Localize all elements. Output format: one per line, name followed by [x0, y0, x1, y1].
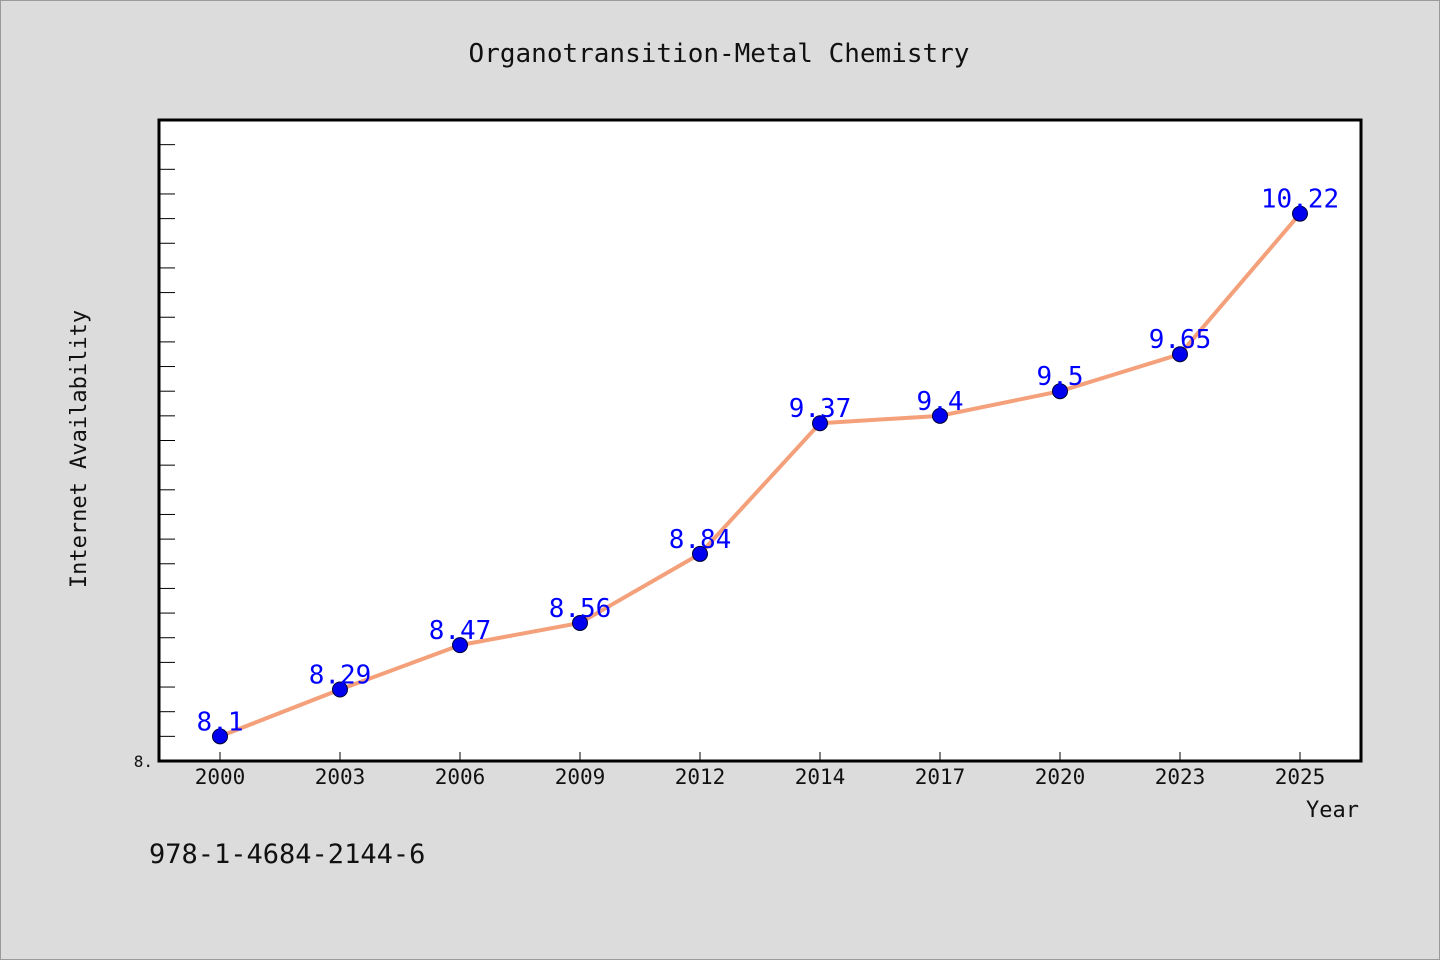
x-tick-label: 2003: [315, 765, 366, 789]
y-axis-ticks: [159, 144, 175, 737]
x-axis-ticks: [219, 752, 1301, 761]
x-axis-label: Year: [1306, 798, 1359, 823]
data-point: [1292, 205, 1308, 222]
data-point: [932, 407, 948, 424]
footer-isbn: 978-1-4684-2144-6: [149, 839, 425, 870]
data-label: 8.84: [669, 525, 732, 555]
data-point: [212, 728, 228, 745]
data-label: 9.37: [789, 394, 852, 424]
x-tick-label: 2025: [1275, 765, 1326, 789]
x-tick-label: 2009: [555, 765, 606, 789]
x-tick-label: 2000: [195, 765, 246, 789]
data-label: 10.22: [1261, 185, 1339, 215]
data-label: 8.56: [549, 594, 612, 624]
chart-title: Organotransition-Metal Chemistry: [469, 39, 970, 69]
data-point: [452, 637, 468, 654]
x-tick-labels: 2000 2003 2006 2009 2012 2014 2017 2020 2023 2025: [195, 765, 1326, 789]
data-point: [1052, 383, 1068, 400]
x-tick-label: 2012: [675, 765, 726, 789]
x-tick-label: 2014: [795, 765, 846, 789]
data-point: [332, 681, 348, 698]
plot-area: [157, 118, 1363, 763]
data-label: 9.65: [1149, 325, 1212, 355]
data-label: 8.29: [309, 661, 372, 691]
data-labels: 8.1 8.29 8.47 8.56 8.84 9.37 9.4 9.5 9.65 10.22: [197, 185, 1340, 738]
data-point: [812, 415, 828, 432]
data-label: 9.4: [917, 387, 964, 417]
x-tick-label: 2006: [435, 765, 486, 789]
series-markers: [212, 205, 1308, 745]
y-tick-label: 8.: [134, 752, 153, 771]
data-point: [1172, 346, 1188, 363]
x-tick-label: 2017: [915, 765, 966, 789]
y-axis-label: Internet Availability: [67, 310, 92, 588]
data-label: 8.47: [429, 616, 492, 646]
x-tick-label: 2023: [1155, 765, 1206, 789]
data-point: [572, 614, 588, 631]
x-tick-label: 2020: [1035, 765, 1086, 789]
data-point: [692, 545, 708, 562]
data-label: 9.5: [1037, 362, 1084, 392]
data-label: 8.1: [197, 707, 244, 737]
series-line: [219, 212, 1302, 739]
